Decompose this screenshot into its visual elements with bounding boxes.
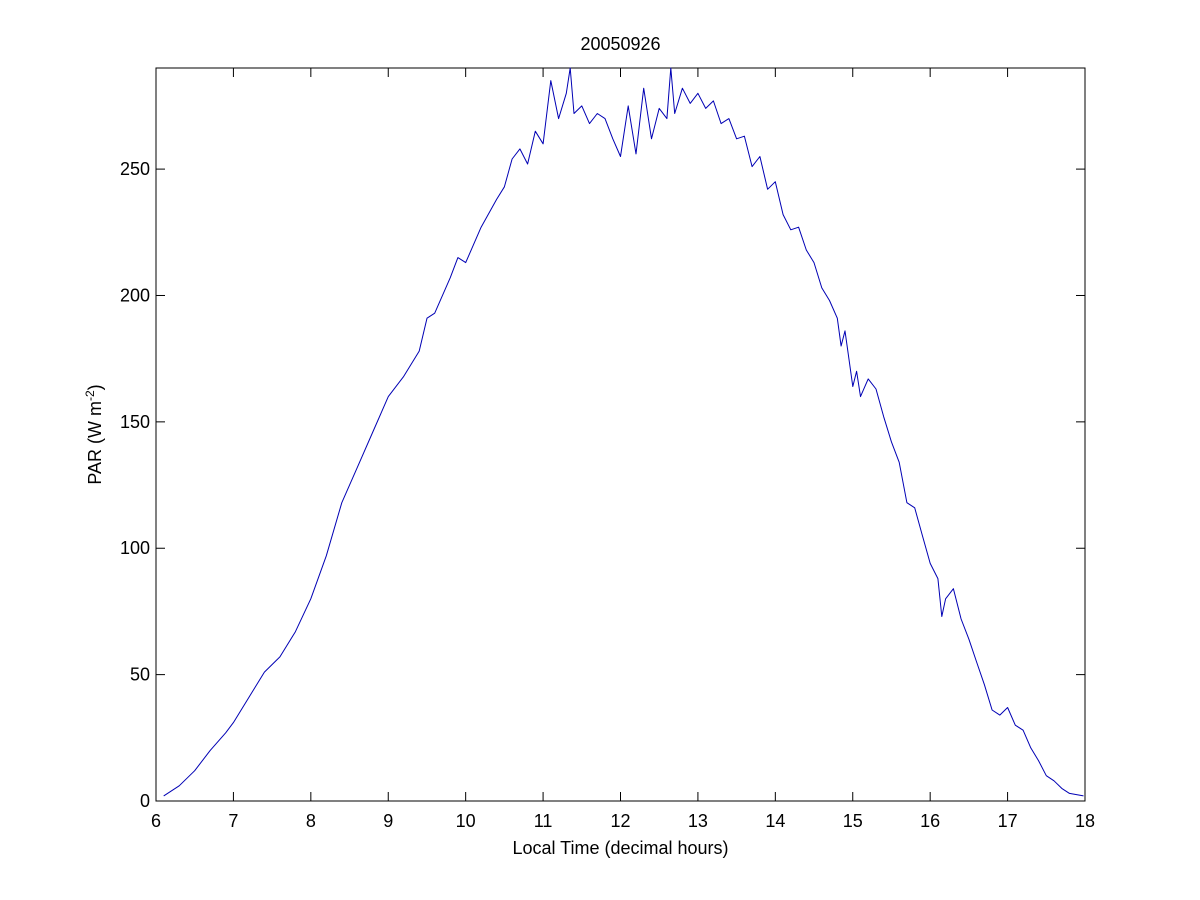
y-tick-label: 150	[120, 412, 150, 432]
x-axis-label: Local Time (decimal hours)	[512, 838, 728, 858]
x-tick-label: 16	[920, 811, 940, 831]
x-tick-label: 13	[688, 811, 708, 831]
y-axis-label-close: )	[85, 384, 105, 390]
y-tick-label: 200	[120, 285, 150, 305]
y-tick-label: 0	[140, 791, 150, 811]
x-tick-label: 11	[534, 811, 553, 831]
y-axis-label: PAR (W m-2)	[83, 384, 105, 484]
x-tick-label: 9	[383, 811, 393, 831]
x-tick-label: 10	[456, 811, 476, 831]
y-tick-label: 50	[130, 665, 150, 685]
x-tick-label: 17	[998, 811, 1018, 831]
y-axis-label-main: PAR (W m	[85, 401, 105, 485]
plot-area	[155, 67, 1086, 802]
x-tick-label: 7	[228, 811, 238, 831]
y-tick-label: 100	[120, 538, 150, 558]
x-tick-label: 12	[610, 811, 630, 831]
par-series-line	[163, 67, 1084, 797]
y-axis-ticks: 0 50 100 150 200 250	[120, 159, 1085, 811]
x-tick-label: 18	[1075, 811, 1095, 831]
x-tick-label: 8	[306, 811, 316, 831]
chart-title: 20050926	[580, 34, 660, 54]
x-tick-label: 6	[151, 811, 161, 831]
x-tick-label: 14	[765, 811, 785, 831]
y-tick-label: 250	[120, 159, 150, 179]
y-axis-label-superscript: -2	[83, 390, 97, 401]
x-axis-ticks: 6 7 8 9 10 11 12 13 14 15 16 17 18	[151, 68, 1095, 831]
x-tick-label: 15	[843, 811, 863, 831]
